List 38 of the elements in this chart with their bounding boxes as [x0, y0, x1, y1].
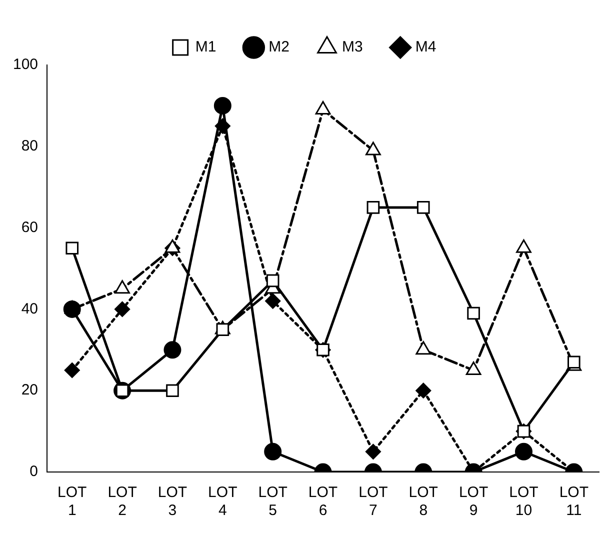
- legend-label: M4: [415, 38, 436, 56]
- x-tick-label: LOT 8: [408, 484, 438, 520]
- point: [467, 306, 480, 320]
- y-tick-label: 60: [21, 218, 38, 236]
- x-tick-label: LOT 2: [108, 484, 137, 520]
- point: [265, 293, 281, 309]
- point: [63, 300, 81, 318]
- y-tick-label: 80: [21, 138, 38, 155]
- point: [514, 442, 532, 460]
- point: [416, 382, 432, 398]
- point: [416, 201, 430, 214]
- x-tick-label: LOT 6: [308, 484, 338, 520]
- x-tick-label: LOT 4: [208, 484, 238, 520]
- y-tick-label: 0: [30, 463, 38, 480]
- point: [214, 96, 232, 114]
- legend-label: M2: [268, 38, 290, 56]
- y-tick-label: 20: [21, 382, 38, 399]
- x-tick-label: LOT 10: [509, 484, 538, 520]
- point: [114, 301, 130, 317]
- x-tick-label: LOT 9: [458, 484, 488, 520]
- legend-label: M3: [342, 38, 363, 56]
- x-tick-label: LOT 5: [258, 484, 288, 520]
- legend-label: M1: [195, 38, 216, 56]
- point: [164, 341, 182, 359]
- point: [365, 444, 381, 460]
- point: [216, 323, 230, 336]
- x-tick-label: LOT 11: [559, 484, 589, 520]
- point: [166, 384, 179, 398]
- point: [366, 201, 380, 214]
- y-tick-label: 100: [12, 56, 38, 74]
- point: [266, 274, 280, 288]
- y-tick-label: 40: [21, 300, 38, 318]
- point: [64, 362, 80, 378]
- x-tick-label: LOT 3: [158, 484, 188, 520]
- x-tick-label: LOT 1: [58, 484, 87, 520]
- x-tick-label: LOT 7: [358, 484, 388, 520]
- point: [66, 242, 79, 255]
- point: [264, 442, 282, 460]
